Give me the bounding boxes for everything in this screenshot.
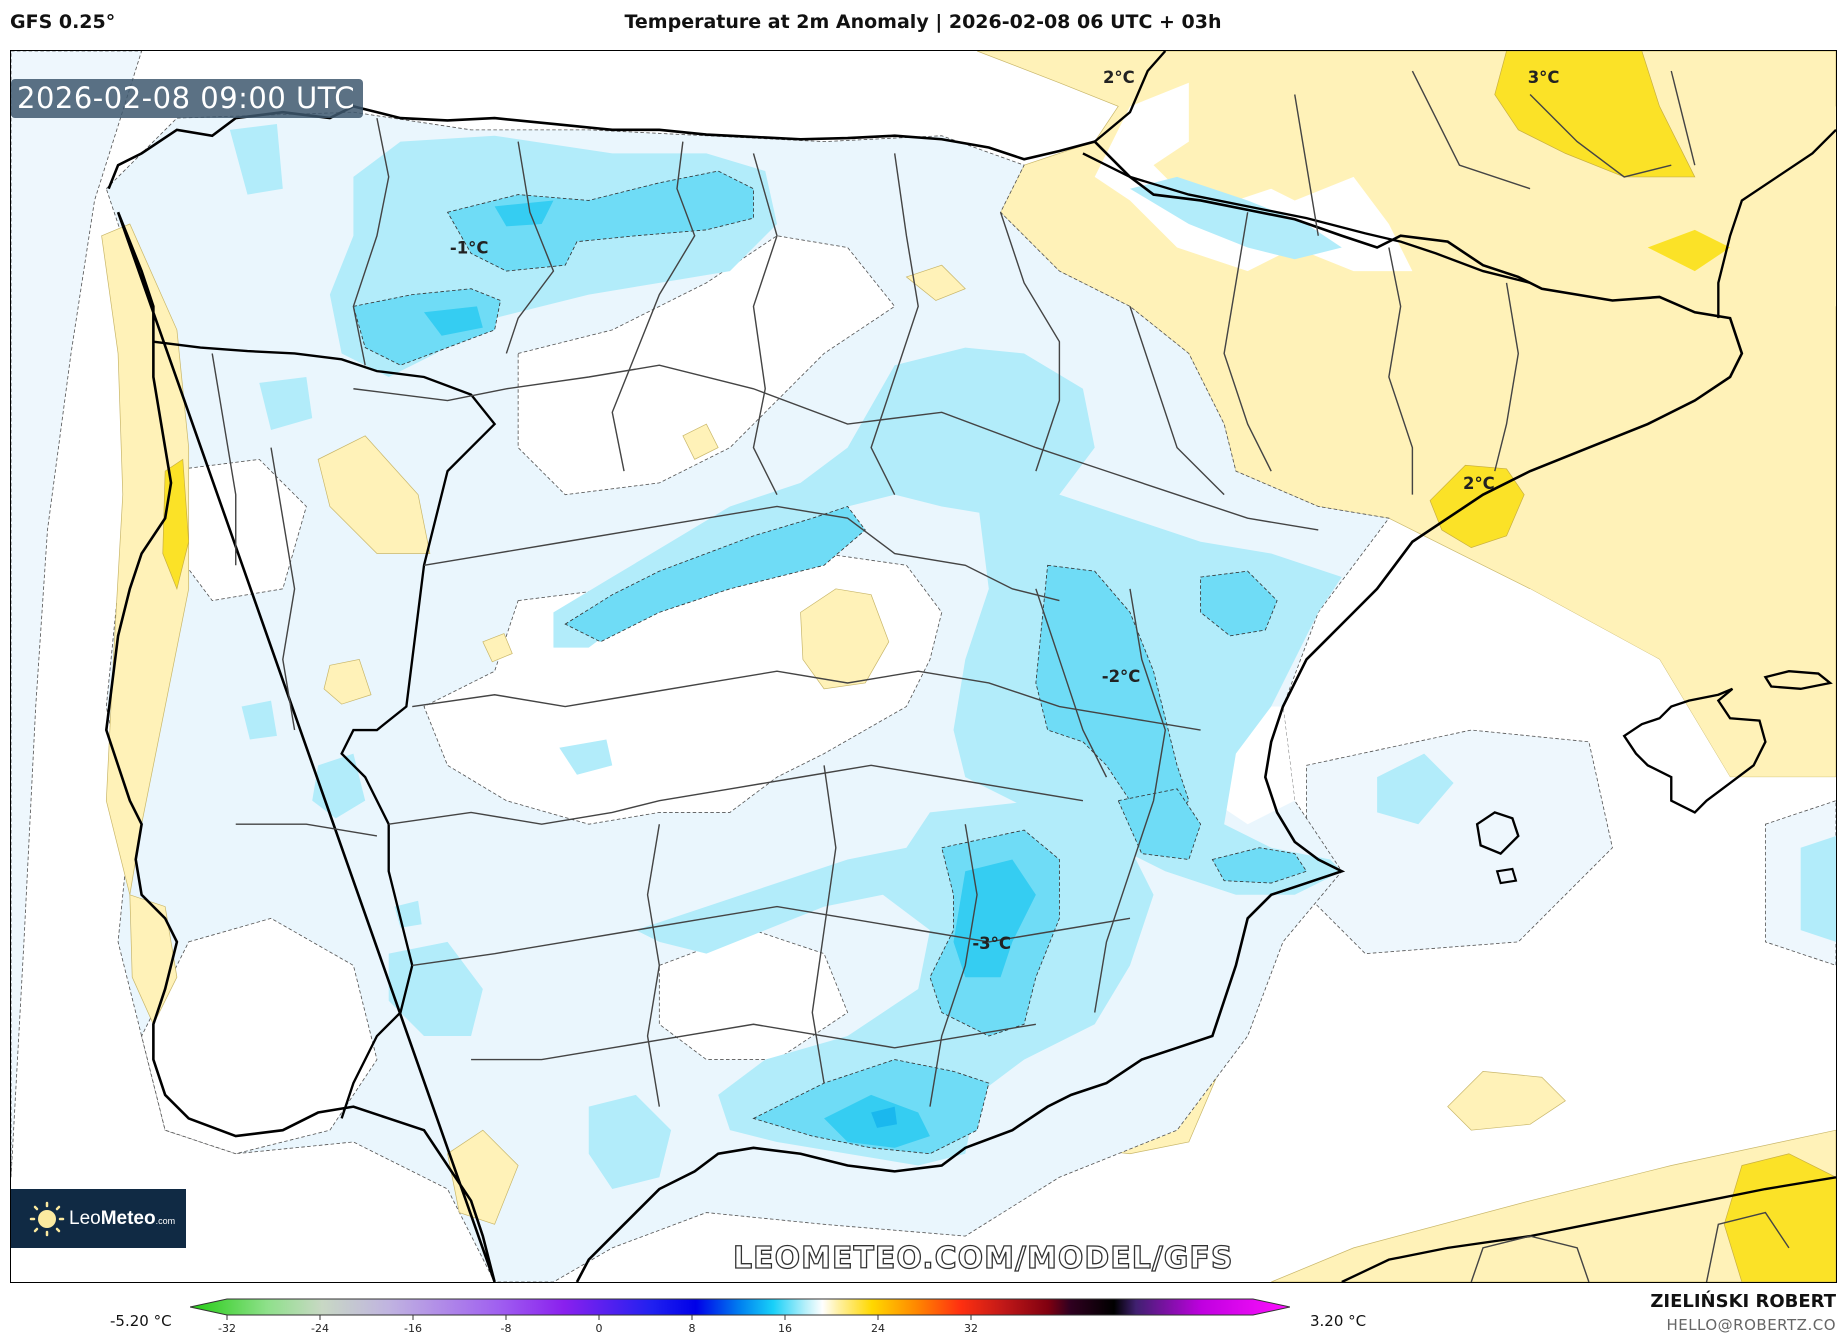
warm-spot-1 (1647, 229, 1731, 272)
tick-label: -32 (218, 1322, 236, 1335)
cold-core-4 (871, 1106, 898, 1128)
author-email[interactable]: HELLO@ROBERTZ.CO (1666, 1316, 1836, 1334)
spain-portugal-border (153, 340, 497, 1119)
tick-label: 0 (596, 1322, 603, 1335)
tick-label: -24 (311, 1322, 329, 1335)
cold-east-3 (1200, 570, 1278, 637)
leometeo-logo[interactable]: LeoMeteo.com (11, 1189, 186, 1248)
map-panel[interactable]: -1°C -2°C -3°C 2°C 3°C 2°C (10, 50, 1837, 1283)
cold-central-band (564, 505, 866, 643)
sun-icon (29, 1201, 65, 1237)
warm-africa-3c (1723, 1153, 1836, 1282)
france-coast-med (1717, 129, 1836, 319)
cold-valencia (1211, 847, 1308, 884)
legend-min-label: -5.20 °C (110, 1312, 172, 1330)
mallorca-coast (1622, 687, 1767, 814)
neutral-north-center (517, 235, 896, 496)
menorca-coast (1763, 670, 1833, 691)
cold-east-4 (1117, 788, 1202, 860)
svg-text:2°C: 2°C (1103, 68, 1135, 87)
author-credit: ZIELIŃSKI ROBERT (1650, 1291, 1836, 1312)
colorbar: -32 -24 -16 -8 0 8 16 24 32 (190, 1298, 1290, 1335)
svg-text:2°C: 2°C (1463, 474, 1495, 493)
warm-spot-cen (682, 423, 719, 460)
anomaly-map: -1°C -2°C -3°C 2°C 3°C 2°C (11, 51, 1836, 1282)
tick-label: -8 (501, 1322, 512, 1335)
sea-east-cold-spot (1800, 835, 1836, 942)
formentera-coast (1495, 867, 1518, 885)
tick-label: 32 (964, 1322, 978, 1335)
watermark-url: LEOMETEO.COM/MODEL/GFS (732, 1240, 1234, 1276)
sea-med-cold-spot (1377, 753, 1454, 825)
warm-sea-spot (1447, 1070, 1566, 1131)
neutral-south-west (141, 917, 378, 1155)
cold-core-3 (953, 859, 1036, 978)
svg-text:3°C: 3°C (1528, 68, 1560, 87)
chart-title: Temperature at 2m Anomaly | 2026-02-08 0… (624, 11, 1222, 33)
warm-spot-w (323, 659, 372, 705)
tick-label: -16 (404, 1322, 422, 1335)
pyrenees-border (1082, 152, 1531, 284)
africa-coast (1341, 1176, 1836, 1282)
cold-spot-w3 (259, 376, 313, 430)
tick-label: 8 (689, 1322, 696, 1335)
cold-spot-center (559, 739, 613, 775)
cold-galicia (229, 123, 283, 195)
logo-text: LeoMeteo.com (69, 1207, 176, 1229)
svg-text:-3°C: -3°C (972, 934, 1011, 953)
model-label: GFS 0.25° (10, 11, 116, 33)
cold-core-north (494, 200, 554, 227)
warm-africa (1271, 1129, 1836, 1282)
cold-south-west-2 (588, 1094, 672, 1190)
cold-north-2 (446, 170, 754, 272)
legend-max-label: 3.20 °C (1310, 1312, 1367, 1330)
warm-spot-w2 (482, 633, 513, 663)
neutral-south-center (658, 929, 849, 1060)
cold-spot-w2 (241, 700, 277, 740)
tick-label: 24 (871, 1322, 885, 1335)
iberia-coastline (104, 104, 1744, 1282)
warm-madrid (800, 588, 890, 690)
warm-salamanca (317, 435, 431, 554)
ibiza-coast (1475, 811, 1520, 856)
valid-time-badge: 2026-02-08 09:00 UTC (11, 79, 364, 118)
cold-core-north-2 (424, 306, 483, 336)
svg-text:-1°C: -1°C (450, 238, 489, 257)
region-borders (211, 70, 1790, 1282)
svg-text:-2°C: -2°C (1102, 667, 1141, 686)
warm-spot-ebro (905, 264, 966, 301)
france-border (1093, 51, 1167, 143)
tick-label: 16 (778, 1322, 792, 1335)
